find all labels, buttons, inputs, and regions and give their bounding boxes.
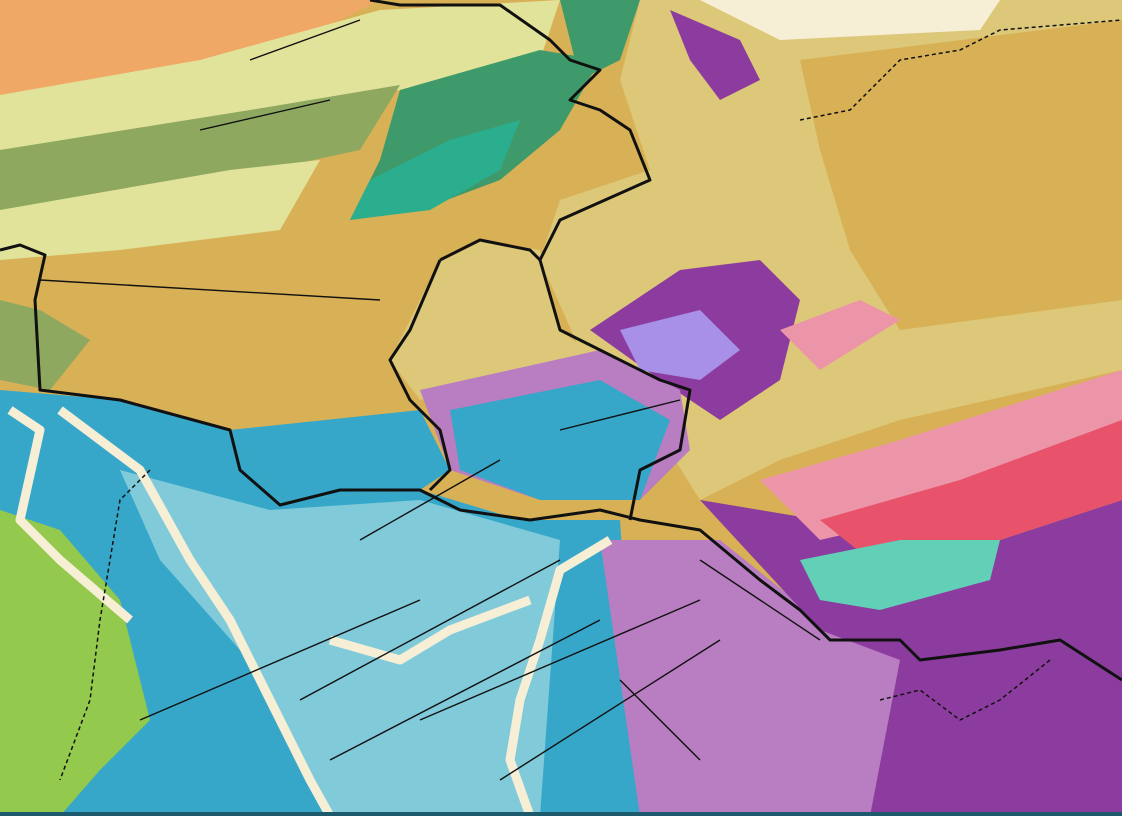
border-line-inner-2 [388, 259, 452, 492]
unit-pink-east [760, 370, 1122, 540]
unit-olive-bands [0, 85, 400, 220]
unit-light-band [0, 160, 320, 260]
province-dashed-east [799, 19, 1122, 121]
unit-purple-north [670, 10, 760, 100]
unit-blue-center-2 [450, 380, 670, 500]
unit-orange-nw [0, 0, 380, 100]
border-line-main [0, 243, 1122, 682]
unit-green-west [0, 510, 150, 816]
province-dashed-se [879, 659, 1051, 721]
province-dashed-west [59, 469, 151, 781]
unit-teal-green [350, 120, 520, 220]
unit-red-east [820, 420, 1122, 560]
unit-purple-se [700, 500, 1122, 816]
unit-lavender [620, 310, 740, 380]
unit-cream-ne [700, 0, 1000, 40]
unit-tan-ne [800, 20, 1122, 330]
unit-pink-mid [780, 300, 900, 370]
unit-blue-center [230, 410, 450, 500]
unit-olive-west [0, 300, 90, 390]
border-line-north [369, 0, 692, 521]
river-central-west [57, 406, 334, 816]
unit-khaki-center [390, 240, 600, 400]
unit-green-ne [560, 0, 640, 80]
border-line-inner [439, 238, 542, 262]
bottom-bar [0, 812, 1122, 816]
unit-light-purple-se [600, 540, 900, 816]
river-central [328, 595, 532, 665]
river-east [505, 536, 613, 816]
river-west [7, 406, 133, 624]
unit-mint-east [800, 540, 1000, 610]
fault-lines [39, 19, 821, 781]
unit-yellow-green-band [0, 0, 560, 150]
